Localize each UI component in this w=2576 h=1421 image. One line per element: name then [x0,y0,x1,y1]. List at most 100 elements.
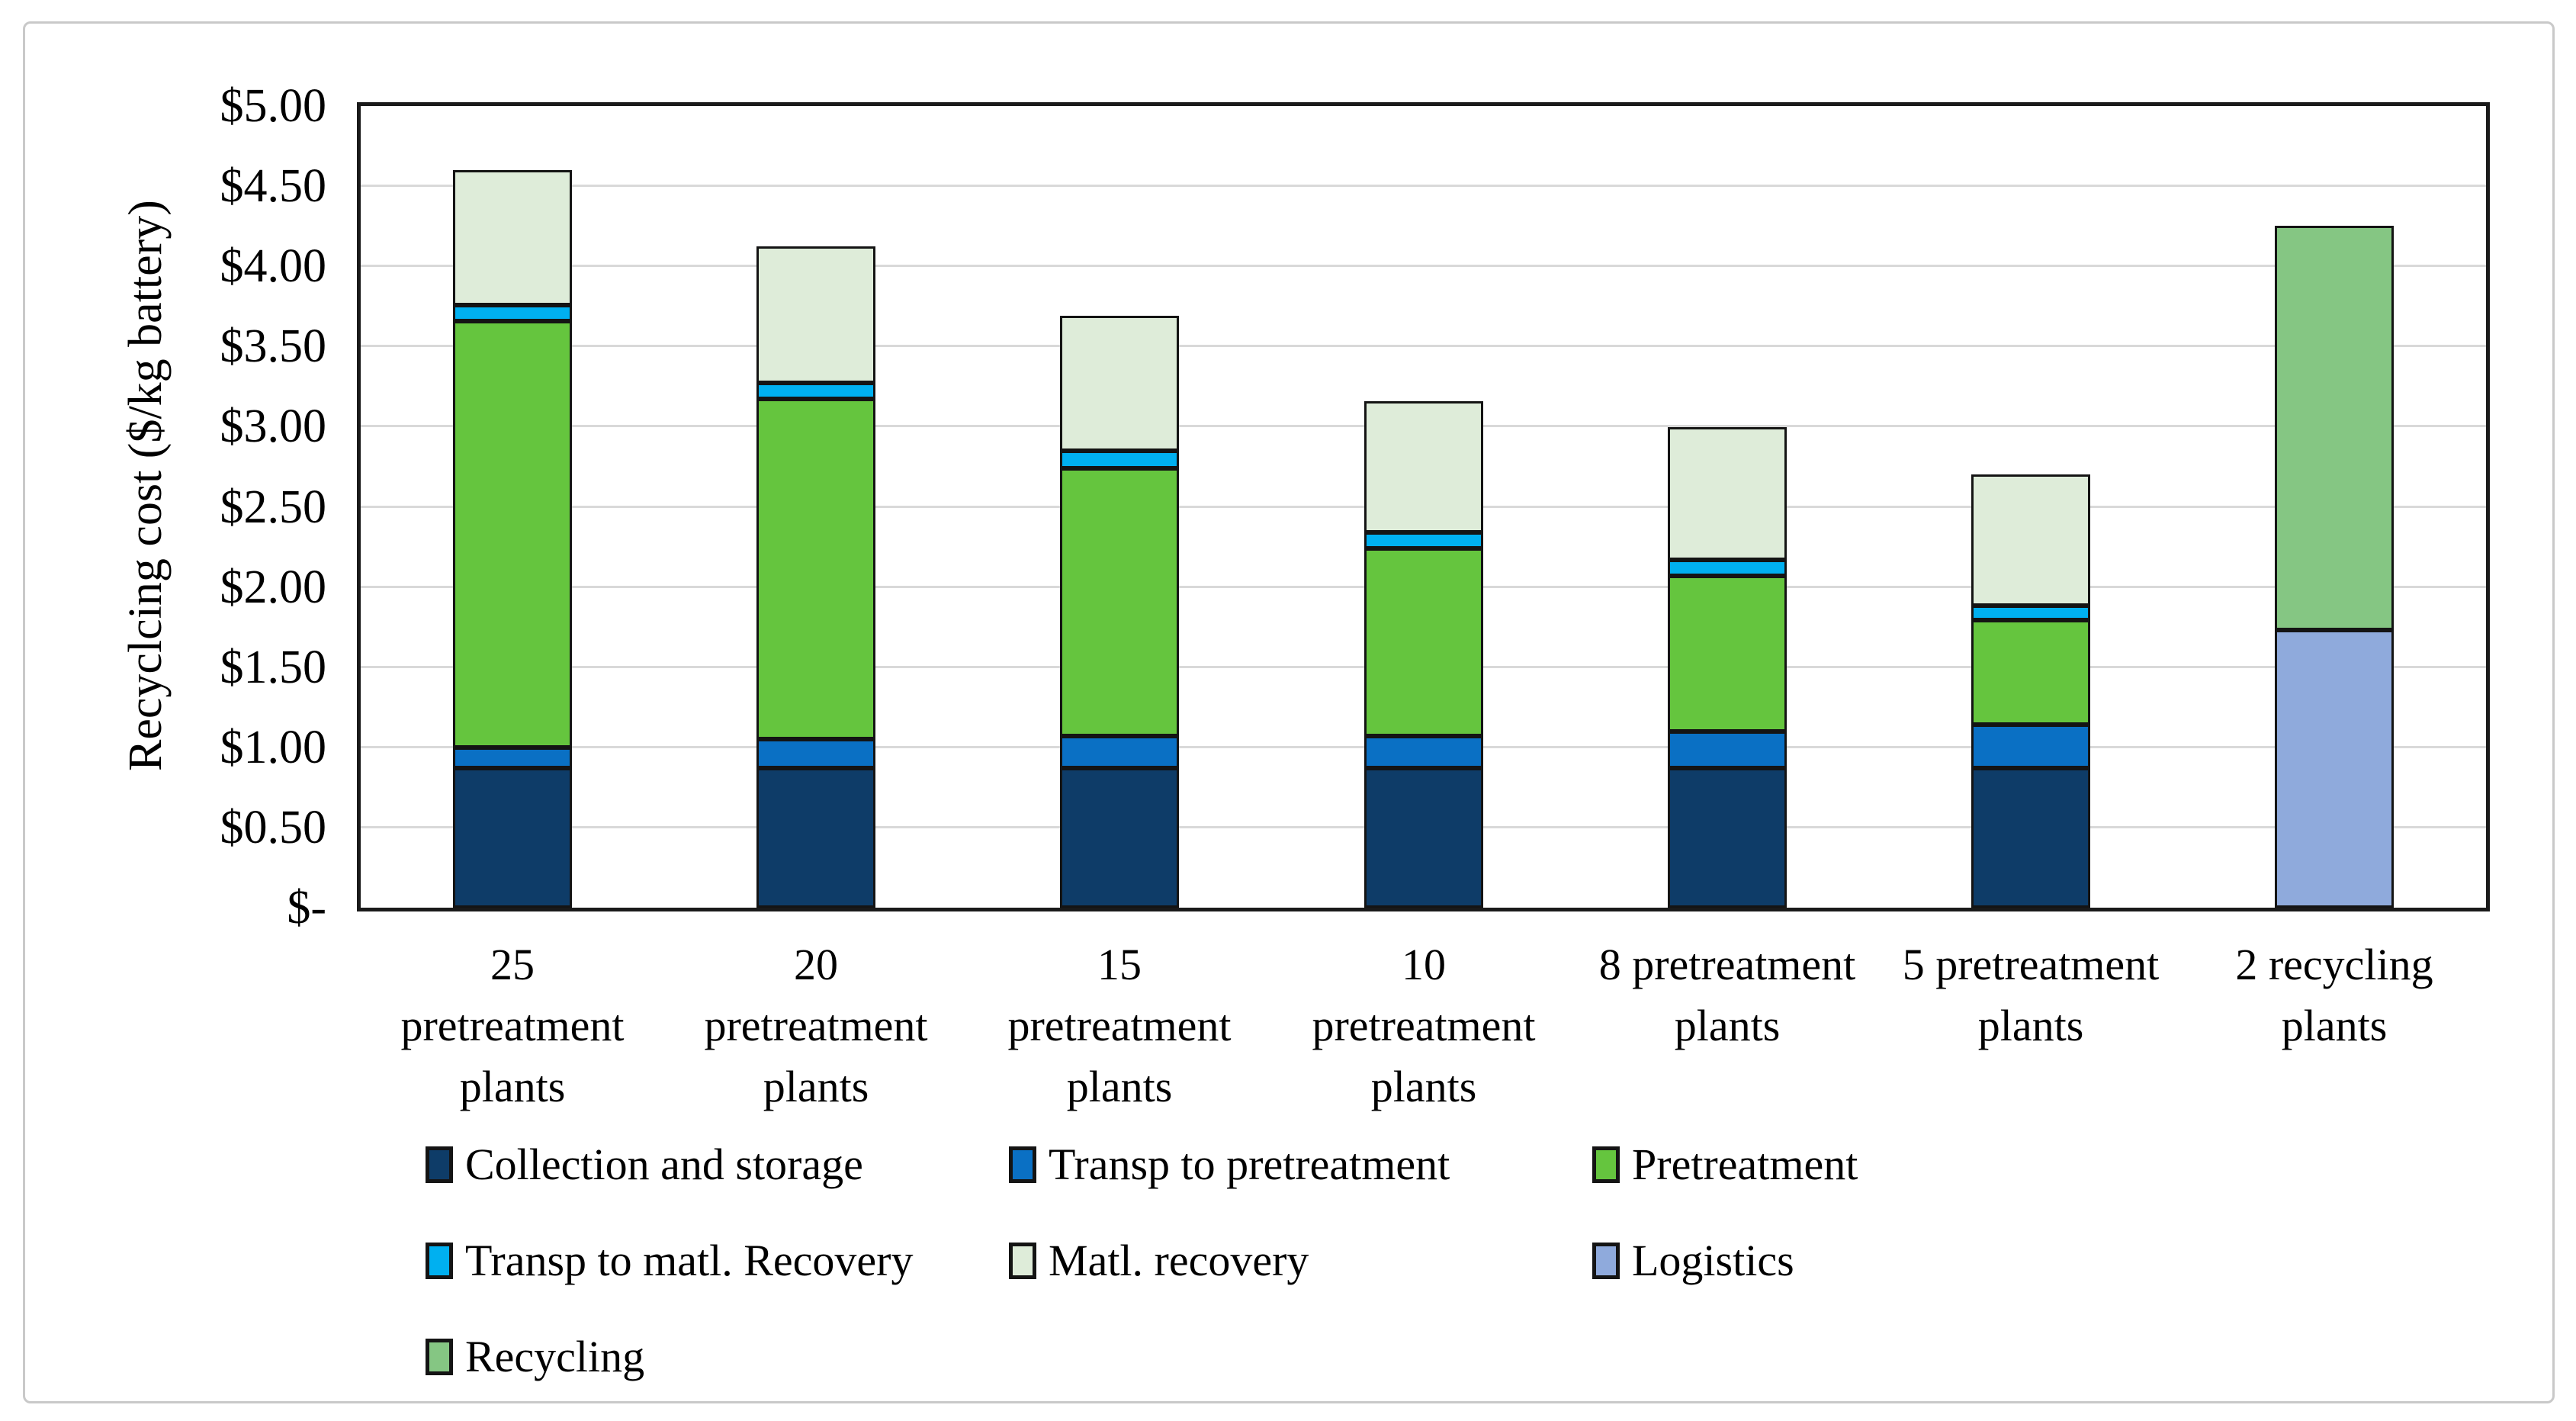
legend-item-logistics: Logistics [1592,1235,1794,1286]
x-tick-line: 2 recycling [2235,940,2433,989]
y-tick-label: $2.50 [220,481,327,533]
bar-15-pretreatment-plants [1060,316,1179,908]
segment-matl-recovery [1060,316,1179,451]
segment-pretreatment [756,399,875,739]
legend-item-transp-to-matl-recovery: Transp to matl. Recovery [426,1235,913,1286]
bar-8-pretreatment-plants [1668,427,1787,908]
y-tick-label: $4.00 [220,240,327,292]
segment-transp-to-matl-recovery [453,305,572,321]
x-tick-line: pretreatment [1007,1001,1232,1050]
segment-collection-and-storage [1364,768,1483,908]
gridline [361,265,2486,268]
plot-area [357,102,2490,911]
y-tick-label: $3.50 [220,320,327,372]
segment-transp-to-pretreatment [1971,725,2090,768]
y-tick-label: $2.00 [220,561,327,613]
segment-logistics [2275,630,2394,908]
segment-pretreatment [1060,468,1179,736]
x-tick-label: 5 pretreatment plants [1871,934,2191,1056]
segment-matl-recovery [756,246,875,383]
bar-2-recycling-plants [2275,226,2394,908]
bar-20-pretreatment-plants [756,246,875,908]
segment-pretreatment [453,321,572,747]
segment-transp-to-pretreatment [453,747,572,768]
x-tick-line: 20 [794,940,838,989]
x-tick-line: pretreatment [1312,1001,1536,1050]
segment-collection-and-storage [1668,768,1787,908]
x-tick-label: 25 pretreatment plants [352,934,673,1117]
y-tick-label: $- [287,882,326,934]
legend-item-pretreatment: Pretreatment [1592,1139,1858,1190]
x-tick-line: 8 pretreatment [1598,940,1856,989]
segment-transp-to-matl-recovery [1364,532,1483,548]
legend-label: Logistics [1632,1236,1794,1285]
segment-transp-to-matl-recovery [756,383,875,399]
legend-label: Pretreatment [1632,1140,1858,1189]
segment-pretreatment [1364,548,1483,736]
segment-collection-and-storage [453,768,572,908]
legend-swatch [426,1338,453,1375]
segment-pretreatment [1971,620,2090,725]
legend-label: Transp to pretreatment [1049,1140,1450,1189]
x-tick-line: pretreatment [704,1001,928,1050]
segment-matl-recovery [1364,401,1483,532]
gridline [361,345,2486,348]
bar-5-pretreatment-plants [1971,474,2090,908]
legend-item-transp-to-pretreatment: Transp to pretreatment [1009,1139,1450,1190]
legend-swatch [426,1242,453,1279]
x-tick-line: plants [1674,1001,1781,1050]
x-tick-label: 8 pretreatment plants [1567,934,1887,1056]
segment-collection-and-storage [756,768,875,908]
x-tick-label: 15 pretreatment plants [959,934,1280,1117]
x-tick-line: pretreatment [400,1001,625,1050]
gridline [361,185,2486,188]
y-tick-label: $1.00 [220,722,327,773]
segment-transp-to-pretreatment [756,739,875,768]
x-tick-line: plants [459,1062,566,1111]
x-tick-line: 25 [490,940,535,989]
y-tick-label: $3.00 [220,400,327,452]
legend-swatch [1592,1242,1620,1279]
x-tick-line: plants [1977,1001,2084,1050]
x-tick-line: plants [763,1062,869,1111]
bar-10-pretreatment-plants [1364,401,1483,908]
segment-transp-to-matl-recovery [1060,451,1179,468]
segment-transp-to-pretreatment [1060,736,1179,768]
segment-collection-and-storage [1971,768,2090,908]
legend-label: Collection and storage [465,1140,863,1189]
segment-transp-to-pretreatment [1364,736,1483,768]
x-tick-label: 20 pretreatment plants [656,934,976,1117]
x-tick-label: 10 pretreatment plants [1264,934,1584,1117]
legend-item-matl-recovery: Matl. recovery [1009,1235,1309,1286]
segment-recycling [2275,226,2394,630]
legend-swatch [1009,1242,1036,1279]
y-tick-label: $4.50 [220,160,327,212]
x-tick-line: plants [1066,1062,1173,1111]
legend-swatch [1009,1146,1036,1183]
segment-matl-recovery [1668,427,1787,560]
legend-item-collection-and-storage: Collection and storage [426,1139,863,1190]
x-tick-line: 15 [1097,940,1142,989]
bar-25-pretreatment-plants [453,170,572,908]
y-tick-label: $5.00 [220,80,327,132]
segment-matl-recovery [1971,474,2090,606]
chart-figure: Recyclcing cost ($/kg battery) $- $0.50 $1… [23,21,2555,1403]
legend-label: Transp to matl. Recovery [465,1236,914,1285]
segment-transp-to-matl-recovery [1668,560,1787,576]
y-tick-label: $0.50 [220,802,327,854]
x-tick-line: plants [2281,1001,2388,1050]
x-tick-line: 5 pretreatment [1902,940,2160,989]
legend-label: Recycling [465,1332,645,1381]
segment-transp-to-pretreatment [1668,731,1787,768]
segment-transp-to-matl-recovery [1971,606,2090,620]
x-tick-label: 2 recycling plants [2174,934,2494,1056]
legend-item-recycling: Recycling [426,1331,644,1382]
x-tick-line: plants [1370,1062,1477,1111]
segment-pretreatment [1668,576,1787,731]
segment-matl-recovery [453,170,572,305]
legend-swatch [426,1146,453,1183]
segment-collection-and-storage [1060,768,1179,908]
legend-swatch [1592,1146,1620,1183]
x-tick-line: 10 [1402,940,1446,989]
y-tick-label: $1.50 [220,641,327,693]
